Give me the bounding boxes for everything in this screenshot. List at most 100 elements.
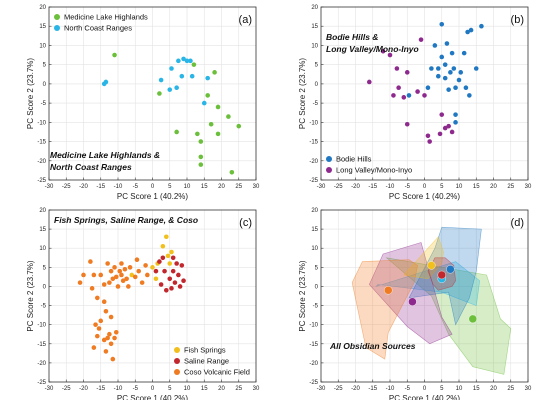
data-point: [158, 282, 164, 287]
data-point: [108, 268, 114, 274]
y-axis-label: PC Score 2 (23.7%): [26, 58, 35, 129]
data-point: [442, 125, 448, 131]
centroid-point: [468, 314, 477, 324]
x-tick-label: 15: [201, 184, 208, 190]
data-point: [88, 259, 93, 264]
centroid-point: [437, 270, 446, 280]
y-tick-label: -20: [309, 159, 318, 165]
y-tick-label: -5: [313, 304, 319, 310]
centroid-point: [408, 297, 417, 306]
chart-title: Bodie Hills &: [326, 32, 378, 42]
data-point: [212, 70, 217, 75]
data-point: [95, 295, 100, 301]
y-tick-label: 10: [39, 43, 46, 49]
x-tick-label: -10: [114, 386, 123, 392]
data-point: [404, 121, 410, 127]
data-point: [444, 41, 450, 46]
data-point: [446, 123, 451, 129]
data-point: [153, 276, 159, 282]
data-point: [205, 75, 210, 81]
data-point: [387, 52, 393, 58]
x-tick-label: 10: [456, 184, 463, 190]
x-tick-label: -20: [351, 184, 360, 190]
x-tick-label: 5: [440, 184, 444, 190]
x-tick-label: 0: [423, 184, 427, 190]
data-point: [195, 131, 200, 137]
x-tick-label: -5: [133, 184, 139, 190]
x-tick-label: 5: [168, 184, 172, 190]
data-point: [122, 266, 128, 272]
legend-marker: [326, 156, 332, 162]
data-point: [169, 66, 174, 71]
panel-label: (a): [239, 14, 252, 26]
x-axis-label: PC Score 1 (40.2%): [117, 394, 188, 400]
x-tick-label: 25: [507, 386, 514, 392]
data-point: [164, 234, 169, 240]
y-tick-label: -25: [37, 380, 46, 386]
data-point: [439, 112, 445, 117]
data-point: [458, 70, 464, 75]
data-point: [226, 114, 231, 119]
hull-region: [385, 257, 512, 375]
data-point: [169, 286, 174, 291]
data-point: [425, 85, 431, 91]
y-tick-label: -25: [309, 380, 318, 386]
x-tick-label: 0: [151, 386, 155, 392]
data-point: [442, 62, 448, 67]
y-tick-label: 5: [315, 63, 319, 69]
x-tick-label: -15: [96, 386, 105, 392]
x-tick-label: 0: [423, 386, 427, 392]
data-point: [160, 244, 166, 249]
y-tick-label: 20: [311, 208, 318, 214]
x-tick-label: 10: [184, 184, 191, 190]
y-tick-label: 0: [315, 82, 319, 88]
data-point: [391, 93, 396, 98]
data-point: [449, 129, 455, 135]
data-point: [81, 272, 86, 278]
data-point: [461, 50, 467, 56]
x-tick-label: 0: [151, 184, 155, 190]
hull-region: [368, 242, 453, 345]
data-point: [143, 263, 148, 268]
y-tick-label: -15: [309, 140, 318, 146]
chart-title-line-2: Long Valley/Mono-Inyo: [326, 44, 419, 54]
y-tick-label: 20: [311, 5, 318, 11]
data-point: [425, 133, 431, 139]
data-point: [93, 322, 98, 327]
data-point: [427, 139, 432, 144]
data-point: [439, 22, 445, 27]
data-point: [117, 268, 123, 274]
data-point: [129, 272, 135, 278]
x-tick-label: -5: [405, 386, 411, 392]
data-point: [184, 58, 190, 64]
x-tick-label: 10: [456, 386, 463, 392]
data-point: [105, 261, 110, 266]
data-point: [119, 272, 124, 278]
data-point: [145, 272, 150, 278]
data-point: [167, 87, 173, 92]
data-point: [198, 139, 204, 144]
data-point: [451, 66, 457, 71]
data-point: [208, 121, 214, 127]
data-point: [468, 27, 474, 33]
chart-title-line-2: North Coast Ranges: [50, 162, 132, 172]
data-point: [188, 58, 193, 64]
x-tick-label: -15: [368, 184, 377, 190]
data-point: [176, 272, 181, 278]
y-tick-label: -5: [313, 101, 319, 107]
x-tick-label: -15: [368, 386, 377, 392]
data-point: [157, 91, 162, 96]
x-tick-label: -25: [62, 386, 71, 392]
legend-marker: [54, 25, 60, 31]
data-point: [101, 299, 107, 305]
data-point: [119, 261, 124, 266]
data-point: [110, 356, 116, 362]
data-point: [108, 314, 114, 320]
x-tick-label: 30: [253, 386, 260, 392]
panel-label: (d): [511, 217, 524, 229]
data-point: [236, 123, 242, 129]
y-tick-label: -10: [37, 323, 46, 329]
x-tick-label: 15: [473, 184, 480, 190]
data-point: [103, 79, 109, 85]
legend-label: Fish Springs: [184, 346, 226, 355]
